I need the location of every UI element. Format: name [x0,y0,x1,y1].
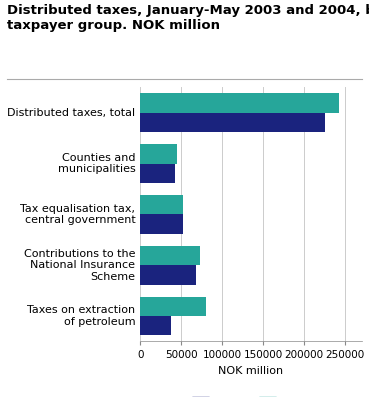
X-axis label: NOK million: NOK million [218,366,283,376]
Bar [140,113,325,132]
Bar [140,93,339,113]
Legend: 2003, 2004: 2003, 2004 [188,393,314,397]
Bar [140,265,196,285]
Bar [140,195,183,214]
Bar [140,214,183,234]
Bar [140,144,177,164]
Bar [140,297,206,316]
Bar [140,164,176,183]
Bar [140,246,200,265]
Text: Distributed taxes, January-May 2003 and 2004, by
taxpayer group. NOK million: Distributed taxes, January-May 2003 and … [7,4,369,32]
Bar [140,316,171,335]
